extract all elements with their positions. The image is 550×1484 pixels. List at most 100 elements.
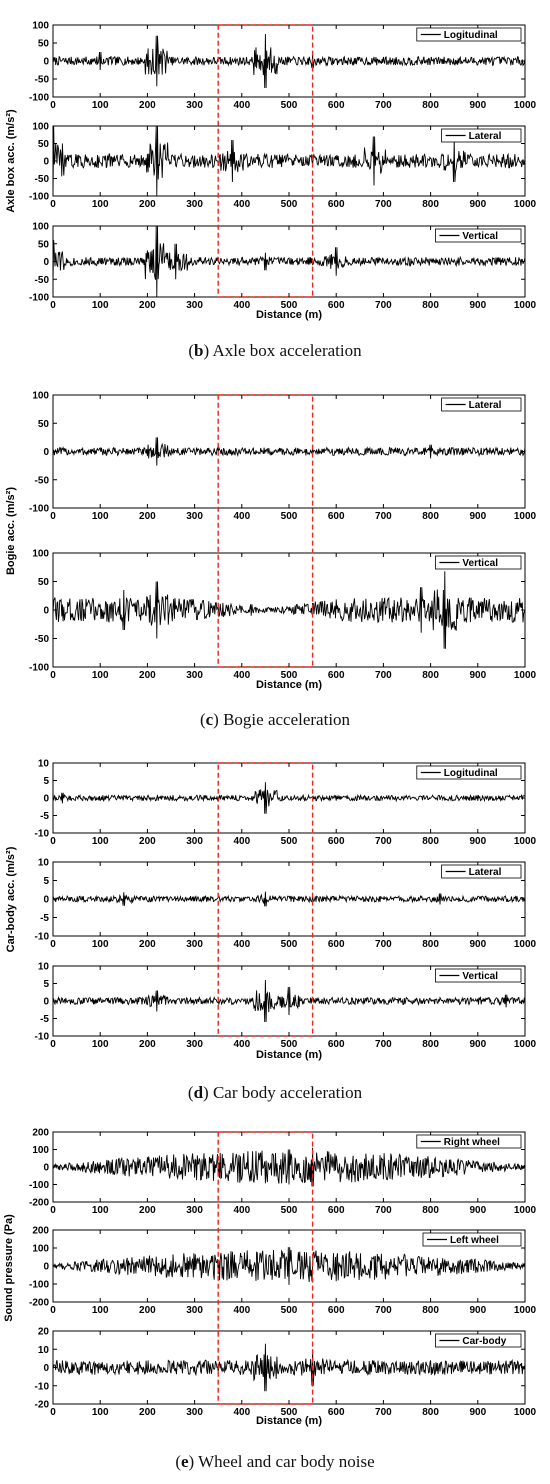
legend-box (441, 864, 522, 879)
x-tick-label: 900 (469, 100, 486, 111)
x-tick-label: 0 (50, 511, 56, 522)
highlight-region-box (217, 24, 314, 298)
x-tick-label: 500 (281, 1407, 298, 1418)
x-tick-label: 600 (328, 1039, 345, 1050)
y-tick-label: 200 (32, 1128, 49, 1139)
x-tick-label: 600 (328, 939, 345, 950)
signal-trace (52, 125, 526, 197)
x-tick-label: 400 (233, 836, 250, 847)
x-tick-label: 900 (469, 1407, 486, 1418)
legend-label: Left wheel (450, 1235, 499, 1246)
x-tick-label: 700 (375, 199, 392, 210)
legend-car-body: Car-body (434, 1333, 522, 1348)
x-tick-label: 0 (50, 1205, 56, 1216)
legend-box (416, 27, 522, 42)
y-tick-label: 50 (38, 577, 50, 588)
x-tick-label: 800 (422, 939, 439, 950)
y-tick-label: -10 (35, 829, 50, 840)
x-tick-label: 300 (186, 100, 203, 111)
x-tick-label: 800 (422, 1305, 439, 1316)
x-tick-label: 700 (375, 1205, 392, 1216)
signal-trace (52, 33, 526, 89)
legend-box (434, 555, 522, 570)
signal-trace (52, 1343, 526, 1392)
x-tick-label: 400 (233, 511, 250, 522)
y-tick-label: -100 (29, 1280, 49, 1291)
legend-label: Vertical (462, 231, 498, 242)
signal-trace (52, 571, 526, 649)
x-tick-label: 500 (281, 1039, 298, 1050)
x-tick-label: 300 (186, 199, 203, 210)
caption-b: (b) Axle box acceleration (188, 341, 362, 360)
x-tick-label: 100 (92, 836, 109, 847)
caption-d: (d) Car body acceleration (187, 1083, 363, 1102)
highlight-region-box (217, 394, 314, 668)
x-tick-label: 500 (281, 1305, 298, 1316)
x-tick-label: 1000 (514, 670, 537, 681)
legend-right-wheel: Right wheel (416, 1134, 522, 1149)
legend-vertical: Vertical (434, 968, 522, 983)
x-tick-label: 800 (422, 836, 439, 847)
x-tick-label: 0 (50, 836, 56, 847)
y-tick-label: 0 (43, 794, 49, 805)
y-tick-label: 0 (43, 895, 49, 906)
y-tick-label: 10 (38, 759, 50, 770)
x-tick-label: 200 (139, 1205, 156, 1216)
y-tick-label: -10 (35, 1381, 50, 1392)
legend-lateral: Lateral (441, 864, 522, 879)
x-tick-label: 200 (139, 300, 156, 311)
x-tick-label: 700 (375, 939, 392, 950)
y-tick-label: 50 (38, 239, 50, 250)
legend-logitudinal: Logitudinal (416, 765, 522, 780)
x-tick-label: 800 (422, 300, 439, 311)
x-tick-label: 400 (233, 1205, 250, 1216)
x-tick-label: 100 (92, 1305, 109, 1316)
x-tick-label: 200 (139, 1305, 156, 1316)
signal-trace (52, 1147, 526, 1187)
x-tick-label: 1000 (514, 100, 537, 111)
x-tick-label: 1000 (514, 1039, 537, 1050)
x-tick-label: 900 (469, 939, 486, 950)
x-tick-label: 100 (92, 939, 109, 950)
x-tick-label: 700 (375, 100, 392, 111)
x-tick-label: 800 (422, 1407, 439, 1418)
y-tick-label: -50 (35, 634, 50, 645)
x-tick-label: 200 (139, 1407, 156, 1418)
legend-label: Logitudinal (444, 30, 498, 41)
x-tick-label: 400 (233, 939, 250, 950)
x-tick-label: 100 (92, 1039, 109, 1050)
signal-trace (52, 891, 526, 907)
x-axis-label: Distance (m) (256, 1415, 322, 1427)
x-tick-label: 200 (139, 1039, 156, 1050)
x-axis-label: Distance (m) (256, 679, 322, 691)
x-tick-label: 0 (50, 1407, 56, 1418)
x-tick-label: 700 (375, 511, 392, 522)
y-tick-label: 100 (32, 222, 49, 233)
y-tick-label: -100 (29, 663, 49, 674)
x-tick-label: 300 (186, 1407, 203, 1418)
y-tick-label: 0 (43, 257, 49, 268)
x-axis-label: Distance (m) (256, 1049, 322, 1061)
legend-label: Right wheel (444, 1137, 500, 1148)
x-tick-label: 900 (469, 1205, 486, 1216)
y-tick-label: 100 (32, 1145, 49, 1156)
x-tick-label: 100 (92, 1205, 109, 1216)
panel-e-left-wheel: -200 -100 0 100 200 0 100 200 300 400 500 600 700 800… (29, 1226, 537, 1317)
highlight-region-box (217, 1131, 314, 1405)
y-tick-label: -50 (35, 475, 50, 486)
x-tick-label: 800 (422, 199, 439, 210)
x-tick-label: 900 (469, 511, 486, 522)
signal-trace (52, 1247, 526, 1285)
y-tick-label: -200 (29, 1198, 49, 1209)
x-tick-label: 900 (469, 836, 486, 847)
x-tick-label: 100 (92, 511, 109, 522)
y-tick-label: 5 (43, 876, 49, 887)
x-tick-label: 900 (469, 1039, 486, 1050)
y-tick-label: 5 (43, 776, 49, 787)
